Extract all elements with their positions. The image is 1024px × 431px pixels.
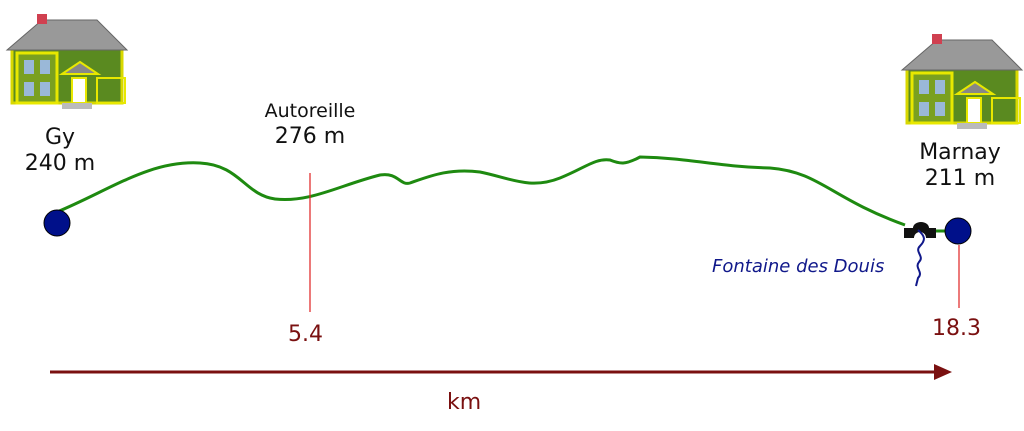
start-elevation: 240 m	[24, 151, 96, 176]
waypoint-name: Autoreille	[264, 100, 356, 122]
start-name: Gy	[44, 125, 76, 150]
house-icon	[900, 32, 1024, 131]
spring-label: Fontaine des Douis	[712, 256, 885, 277]
waypoint-label: Autoreille 276 m	[240, 98, 380, 150]
end-name: Marnay	[919, 140, 1001, 165]
end-elevation: 211 m	[924, 166, 996, 191]
axis-arrow-icon	[934, 364, 952, 380]
start-label: Gy 240 m	[15, 125, 105, 177]
end-label: Marnay 211 m	[910, 140, 1010, 192]
house-icon	[5, 12, 129, 111]
waypoint-elevation: 276 m	[274, 124, 346, 149]
elevation-profile-line	[56, 155, 906, 227]
end-marker	[944, 217, 972, 245]
spring-icon	[915, 229, 925, 287]
bridge-icon	[904, 222, 936, 238]
start-marker	[43, 209, 71, 237]
end-km: 18.3	[932, 316, 981, 341]
axis-label: km	[447, 390, 482, 415]
km-axis	[50, 364, 952, 380]
waypoint-km: 5.4	[288, 322, 323, 347]
